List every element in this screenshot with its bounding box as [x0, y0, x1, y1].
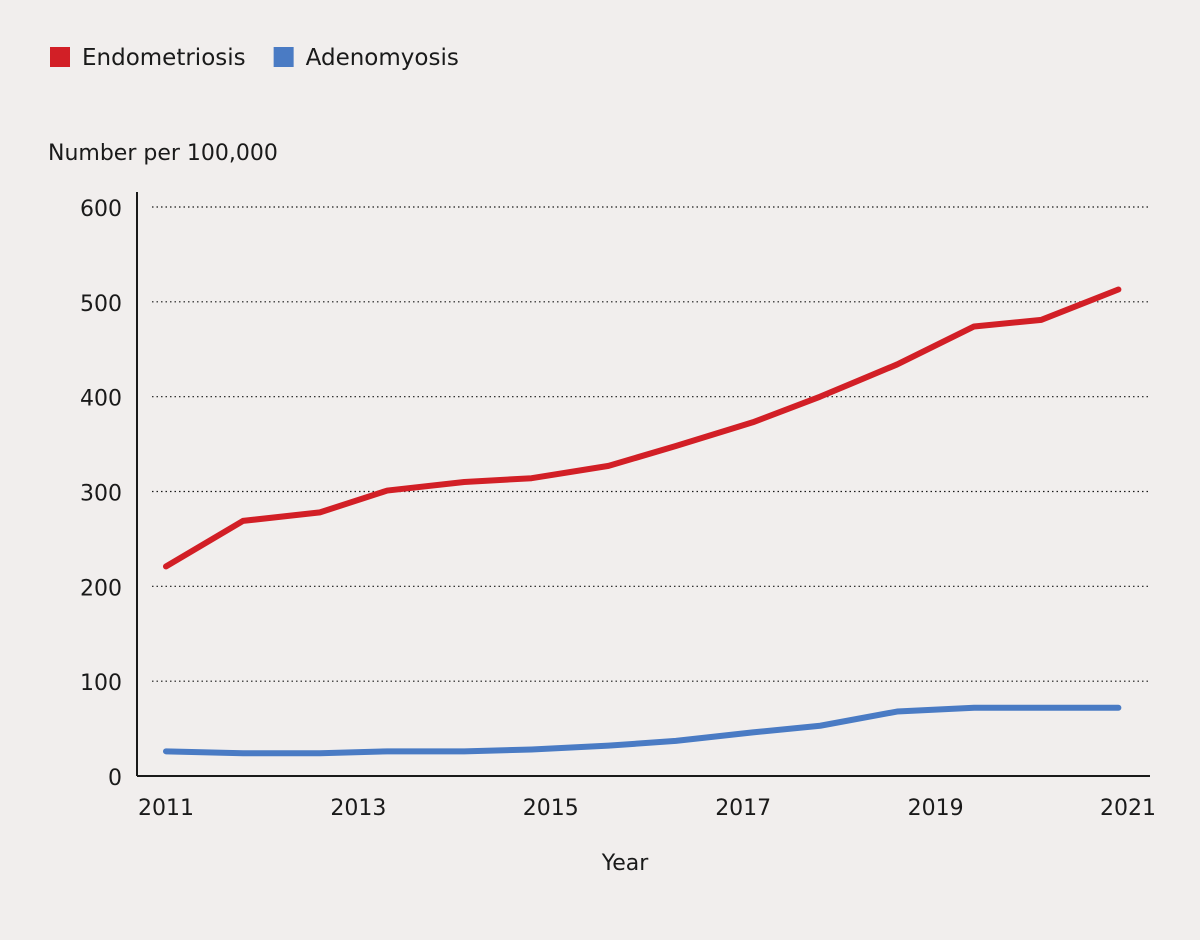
x-tick-label-2019: 2019: [908, 796, 964, 821]
y-tick-label-300: 300: [80, 482, 122, 507]
x-axis-label: Year: [601, 851, 650, 876]
y-tick-labels: 0 100 200 300 400 500 600: [80, 197, 122, 791]
x-tick-label-2013: 2013: [330, 796, 386, 821]
y-axis-label: Number per 100,000: [48, 141, 278, 166]
y-tick-label-400: 400: [80, 387, 122, 412]
y-tick-label-0: 0: [108, 766, 122, 791]
y-tick-label-200: 200: [80, 576, 122, 601]
y-tick-label-500: 500: [80, 292, 122, 317]
x-tick-label-2021: 2021: [1100, 796, 1156, 821]
legend-swatch-0: [50, 47, 70, 67]
legend-label-1: Adenomyosis: [306, 45, 459, 71]
axes: [137, 192, 1150, 776]
y-tick-label-100: 100: [80, 671, 122, 696]
series-lines: [166, 289, 1119, 753]
series-line-endometriosis: [166, 290, 1118, 567]
x-tick-label-2011: 2011: [138, 796, 194, 821]
y-tick-label-600: 600: [80, 197, 122, 222]
series-line-adenomyosis: [166, 708, 1118, 754]
x-tick-label-2015: 2015: [523, 796, 579, 821]
legend-label-0: Endometriosis: [82, 45, 246, 71]
gridlines: [152, 207, 1150, 681]
x-tick-label-2017: 2017: [715, 796, 771, 821]
legend-swatch-1: [274, 47, 294, 67]
x-tick-labels: 2011 2013 2015 2017 2019 2021: [138, 796, 1156, 821]
legend: Endometriosis Adenomyosis: [50, 45, 459, 71]
